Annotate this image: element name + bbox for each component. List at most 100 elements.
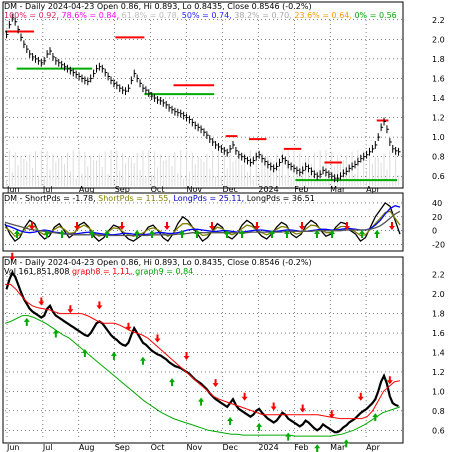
legend-item: 61.8% = 0.78, xyxy=(119,11,179,20)
oscillator-lines xyxy=(4,201,401,243)
price2-header: DM - Daily 2024-04-23 Open 0.86, Hi 0.89… xyxy=(4,258,312,267)
buy-arrow xyxy=(104,230,110,238)
y-tick-label: 1.0 xyxy=(432,387,445,396)
x-tick-label: Aug xyxy=(79,185,95,194)
buy-arrow xyxy=(284,230,290,238)
sell-arrow xyxy=(9,252,16,261)
buy-arrow xyxy=(179,230,185,238)
buy-arrow xyxy=(194,230,200,238)
legend-item: 78.6% = 0.84, xyxy=(59,11,119,20)
sell-arrow xyxy=(299,404,306,413)
sell-arrow xyxy=(183,351,190,360)
buy-arrow xyxy=(314,444,321,452)
x-tick-label: Nov xyxy=(187,443,203,452)
sell-arrow xyxy=(119,222,125,230)
sell-arrow xyxy=(357,392,364,401)
buy-arrow xyxy=(59,230,65,238)
sell-arrow xyxy=(125,322,132,331)
sell-arrow xyxy=(164,222,170,230)
x-tick-label: Feb xyxy=(294,443,308,452)
x-tick-label: Sep xyxy=(115,443,130,452)
y-tick-label: 2.2 xyxy=(432,271,445,280)
x-tick-label: Feb xyxy=(294,185,308,194)
sell-arrow xyxy=(241,392,248,401)
legend-item: 50% = 0.74, xyxy=(179,11,231,20)
buy-arrow xyxy=(139,356,146,365)
support-resistance-lines xyxy=(5,30,398,182)
sell-arrow xyxy=(270,402,277,411)
x-tick-label: Jun xyxy=(6,185,20,194)
legend-item: LongPds = 25.11, xyxy=(171,194,244,203)
oscillator-y-axis: -20 0 20 40 xyxy=(432,199,445,250)
y-tick-label: 1.2 xyxy=(432,368,445,377)
x-tick-label: Jul xyxy=(42,443,53,452)
y-tick-label: 2.2 xyxy=(432,16,445,25)
price2-legend: Vol 161,851,808 graph8 = 1.11, graph9 = … xyxy=(4,267,193,276)
y-tick-label: 1.8 xyxy=(432,55,445,64)
price-bars xyxy=(5,13,401,183)
y-tick-label: 20 xyxy=(432,213,442,222)
y-tick-label: 0.8 xyxy=(432,407,445,416)
graph8-line xyxy=(5,283,401,420)
y-tick-label: 0 xyxy=(432,227,437,236)
buy-arrow xyxy=(89,230,95,238)
buy-arrow xyxy=(224,230,230,238)
sell-arrow xyxy=(154,334,161,343)
buy-arrow xyxy=(359,230,365,238)
x-tick-label: 2024 xyxy=(258,443,278,452)
price2-y-axis: 0.6 0.8 1.0 1.2 1.4 1.6 1.8 2.0 2.2 xyxy=(432,271,445,436)
sell-arrow xyxy=(29,222,35,230)
x-tick-label: Sep xyxy=(115,185,130,194)
y-tick-label: 1.4 xyxy=(432,94,445,103)
legend-item: graph9 = 0.84 xyxy=(133,267,194,276)
y-tick-label: 0.6 xyxy=(432,172,445,181)
close-line xyxy=(5,270,399,434)
price2-x-axis: Jun Jul Aug Sep Oct Nov Dec 2024 Feb Mar Apr xyxy=(6,443,381,452)
price-y-axis: 0.6 0.8 1.0 1.2 1.4 1.6 1.8 2.0 2.2 xyxy=(432,16,445,181)
sell-arrow xyxy=(389,222,395,230)
x-tick-label: Dec xyxy=(222,185,237,194)
buy-arrow xyxy=(239,230,245,238)
y-tick-label: 1.0 xyxy=(432,133,445,142)
price2-panel xyxy=(2,256,404,444)
buy-arrow xyxy=(169,378,176,387)
sell-arrow xyxy=(212,379,219,388)
sell-arrow xyxy=(67,305,74,314)
buy-arrow xyxy=(256,422,263,431)
x-tick-label: Jul xyxy=(42,185,53,194)
buy-arrow xyxy=(314,230,320,238)
sell-arrow xyxy=(386,376,393,385)
oscillator-header: DM - ShortPds = -1.78, ShortPds = 11.55,… xyxy=(4,194,315,203)
buy-arrow xyxy=(81,349,88,357)
legend-item: 0% = 0.56 xyxy=(352,11,397,20)
y-tick-label: 40 xyxy=(432,199,442,208)
x-tick-label: Apr xyxy=(366,443,381,452)
x-tick-label: Jun xyxy=(6,443,20,452)
sell-arrow xyxy=(209,222,215,230)
price-header: DM - Daily 2024-04-23 Open 0.86, Hi 0.89… xyxy=(4,2,312,11)
x-tick-label: Mar xyxy=(330,443,346,452)
buy-arrow xyxy=(23,317,30,326)
buy-arrow xyxy=(285,432,292,441)
legend-item: graph8 = 1.11, xyxy=(69,267,132,276)
sell-arrow xyxy=(74,222,80,230)
legend-item: 38.2% = 0.70, xyxy=(232,11,292,20)
legend-item: 23.6% = 0.64, xyxy=(292,11,352,20)
buy-arrow xyxy=(149,230,155,238)
price-x-axis: Jun Jul Aug Sep Oct Nov Dec 2024 Feb Mar Apr xyxy=(6,185,381,194)
legend-item: Vol 161,851,808 xyxy=(4,267,69,276)
buy-arrow xyxy=(44,230,50,238)
x-tick-label: Oct xyxy=(151,185,165,194)
sell-arrow xyxy=(344,222,350,230)
y-tick-label: 1.2 xyxy=(432,114,445,123)
y-tick-label: 2.0 xyxy=(432,290,445,299)
buy-arrow xyxy=(372,413,379,422)
y-tick-label: 0.8 xyxy=(432,153,445,162)
graph9-line xyxy=(4,315,401,437)
buy-arrow xyxy=(329,230,335,238)
buy-arrow xyxy=(374,230,380,238)
buy-arrow xyxy=(343,439,350,448)
x-tick-label: Apr xyxy=(366,185,381,194)
legend-item: LongPds = 36.51 xyxy=(244,194,315,203)
x-tick-label: Mar xyxy=(330,185,346,194)
